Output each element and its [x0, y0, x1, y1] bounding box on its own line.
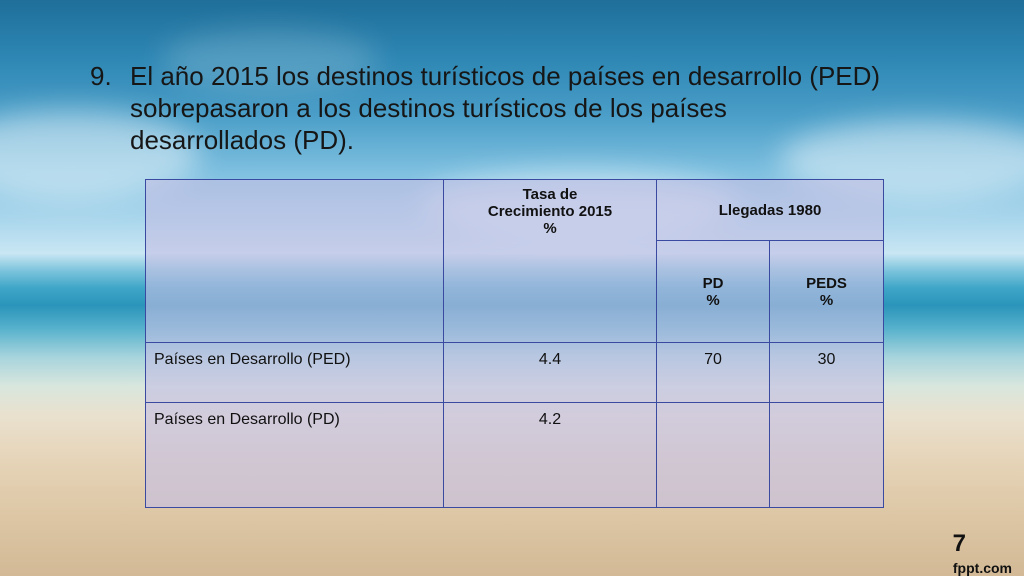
- title-text: El año 2015 los destinos turísticos de p…: [130, 61, 881, 155]
- cell-peds: [769, 402, 884, 508]
- slide-title: 9. El año 2015 los destinos turísticos d…: [90, 60, 890, 156]
- subheader-peds-line1: PEDS: [806, 274, 847, 292]
- data-table: Tasa de Crecimiento 2015 % Llegadas 1980…: [145, 179, 884, 508]
- title-number: 9.: [90, 61, 112, 91]
- subheader-pd-line1: PD: [702, 274, 724, 292]
- row-label: Países en Desarrollo (PD): [145, 402, 444, 508]
- cell-peds: 30: [769, 342, 884, 403]
- header-growth-rate-line2: Crecimiento 2015: [487, 203, 613, 220]
- cell-pd: [656, 402, 770, 508]
- subheader-pd-line2: %: [706, 291, 720, 309]
- table-row: Países en Desarrollo (PD) 4.2: [145, 402, 884, 508]
- table-corner-cell: [145, 179, 444, 343]
- table-row: Países en Desarrollo (PED) 4.4 70 30: [145, 342, 884, 403]
- subheader-peds-line2: %: [819, 291, 834, 309]
- row-label: Países en Desarrollo (PED): [145, 342, 444, 403]
- brand-logo-text: fppt.com: [952, 560, 1012, 576]
- cell-rate: 4.2: [443, 402, 657, 508]
- header-growth-rate: Tasa de Crecimiento 2015 %: [443, 179, 657, 343]
- subheader-peds: PEDS %: [769, 240, 884, 343]
- page-number: 7: [952, 530, 966, 557]
- cell-rate: 4.4: [443, 342, 657, 403]
- header-growth-rate-line1: Tasa de: [522, 186, 578, 203]
- header-arrivals-1980: Llegadas 1980: [656, 179, 884, 241]
- cell-pd: 70: [656, 342, 770, 403]
- cloud-decoration: [160, 30, 380, 90]
- subheader-pd: PD %: [656, 240, 770, 343]
- header-growth-rate-line3: %: [543, 220, 557, 237]
